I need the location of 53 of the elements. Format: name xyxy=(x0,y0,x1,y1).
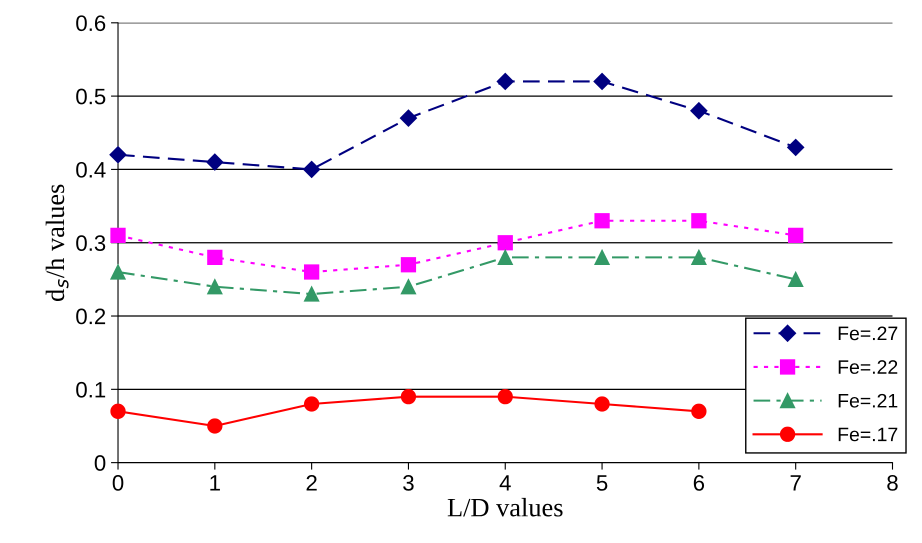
point xyxy=(594,250,610,266)
x-tick-label: 8 xyxy=(887,475,898,491)
point xyxy=(110,404,126,419)
point xyxy=(206,154,224,171)
y-tick-label: 0.6 xyxy=(76,15,106,32)
x-tick-label: 0 xyxy=(112,475,124,491)
y-tick-label: 0.3 xyxy=(76,235,106,251)
legend-label: Fe=.22 xyxy=(838,360,898,374)
point xyxy=(304,286,320,302)
x-tick-label: 7 xyxy=(790,475,801,491)
point xyxy=(304,396,320,412)
point xyxy=(788,272,804,288)
x-tick-label: 3 xyxy=(403,475,414,491)
x-tick-label: 6 xyxy=(694,475,704,491)
x-axis-title: L/D values xyxy=(448,498,563,517)
point xyxy=(498,250,513,266)
y-tick-label: 0.2 xyxy=(76,308,106,324)
x-tick-label: 2 xyxy=(306,475,317,491)
legend-label: Fe=.27 xyxy=(838,326,898,340)
point xyxy=(400,110,417,127)
point xyxy=(594,213,610,228)
y-axis-title: d$_{s}$/h values xyxy=(46,184,69,302)
point xyxy=(788,228,804,244)
point xyxy=(400,389,416,404)
point xyxy=(498,389,513,404)
point xyxy=(691,250,707,266)
point xyxy=(787,138,804,156)
point xyxy=(400,279,416,294)
point xyxy=(496,72,514,90)
x-tick-label: 5 xyxy=(596,475,608,491)
point xyxy=(207,418,222,434)
point xyxy=(110,264,126,280)
x-tick-label: 4 xyxy=(500,475,511,491)
point xyxy=(207,279,222,294)
legend-label: Fe=.17 xyxy=(838,428,898,442)
point xyxy=(691,404,707,419)
y-tick-label: 0.5 xyxy=(76,88,106,104)
x-tick-label: 1 xyxy=(210,475,220,491)
point xyxy=(207,250,222,266)
point xyxy=(303,160,320,178)
point xyxy=(594,72,611,90)
point xyxy=(690,102,708,120)
y-tick-label: 0.1 xyxy=(76,382,106,398)
legend-label: Fe=.21 xyxy=(838,394,898,408)
point xyxy=(594,396,610,412)
point xyxy=(691,213,707,228)
point xyxy=(109,146,127,164)
y-tick-label: 0 xyxy=(94,455,106,471)
point xyxy=(110,228,126,244)
point xyxy=(400,257,416,272)
point xyxy=(304,264,320,280)
y-tick-label: 0.4 xyxy=(76,162,106,178)
point xyxy=(498,235,513,250)
